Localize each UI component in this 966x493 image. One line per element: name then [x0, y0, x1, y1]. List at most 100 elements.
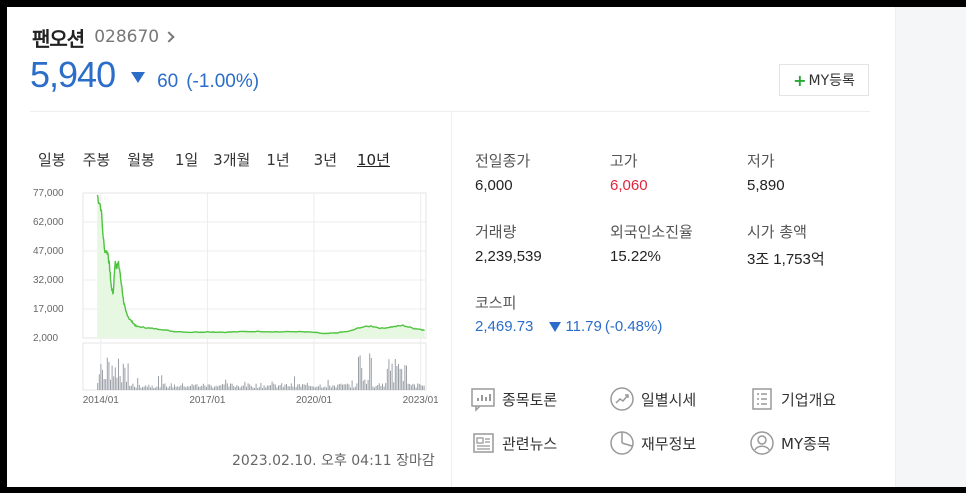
link-label: 재무정보: [641, 434, 697, 453]
volume-bar: [278, 385, 279, 390]
volume-bar: [305, 385, 307, 390]
tab-period-0[interactable]: 일봉: [38, 151, 66, 169]
volume-bar: [225, 379, 227, 390]
volume-bar: [142, 387, 143, 390]
volume-bar: [418, 383, 420, 390]
stat-kospi[interactable]: 코스피: [475, 292, 605, 313]
volume-bar: [233, 386, 235, 390]
trend-circle-icon: [610, 387, 634, 411]
volume-bar: [310, 386, 311, 390]
volume-bar: [210, 385, 212, 390]
volume-bar: [284, 384, 286, 390]
volume-bar: [106, 357, 108, 390]
volume-bar: [359, 355, 361, 390]
stock-title-row[interactable]: 팬오션 028670: [32, 24, 175, 51]
volume-bar: [159, 387, 161, 390]
volume-bar: [388, 359, 390, 390]
volume-bar: [417, 383, 419, 390]
tab-period-1[interactable]: 주봉: [82, 151, 111, 169]
volume-bar: [217, 386, 219, 390]
volume-bar: [146, 386, 148, 390]
chart-x-ticks: 2014/01 2017/01 2020/01 2023/01: [83, 395, 438, 406]
volume-bar: [154, 387, 156, 390]
current-price: 5,940: [30, 54, 116, 95]
link-daily-price[interactable]: 일별시세: [609, 386, 696, 412]
volume-bar: [145, 385, 147, 390]
volume-bar: [420, 384, 422, 390]
volume-bar: [396, 366, 398, 390]
volume-bar: [327, 379, 329, 390]
volume-bar: [130, 385, 132, 390]
volume-bar: [182, 383, 183, 390]
volume-bar: [199, 386, 201, 390]
chevron-right-icon[interactable]: [163, 31, 175, 43]
volume-bar: [153, 388, 155, 390]
tab-period-7[interactable]: 10년: [357, 151, 390, 169]
my-register-button[interactable]: + MY등록: [779, 64, 869, 96]
link-company-overview[interactable]: 기업개요: [749, 386, 836, 412]
stat-market-cap: 시가 총액 3조 1,753억: [747, 221, 877, 269]
volume-bar: [271, 381, 273, 390]
volume-bar: [249, 384, 251, 390]
down-arrow-icon: [549, 321, 562, 332]
volume-bar: [265, 387, 267, 390]
y-tick-label: 62,000: [33, 217, 64, 228]
volume-bar: [238, 386, 239, 390]
volume-bar: [318, 386, 319, 390]
link-label: MY종목: [781, 434, 831, 453]
volume-bar: [206, 386, 207, 390]
volume-bar: [114, 367, 116, 390]
stat-label: 외국인소진율: [610, 223, 693, 241]
volume-bar: [404, 365, 406, 390]
volume-border: [82, 342, 427, 391]
stat-value: 15.22%: [610, 248, 661, 265]
price-row: 5,940 60 (-1.00%): [30, 54, 259, 96]
volume-bar: [183, 386, 185, 390]
volume-bar: [126, 381, 127, 390]
my-register-label: MY등록: [808, 73, 855, 89]
volume-bar: [401, 369, 403, 390]
volume-bar: [143, 386, 145, 390]
volume-bar: [298, 383, 300, 390]
volume-bar: [380, 386, 382, 390]
volume-bar: [391, 363, 393, 390]
kospi-value-row[interactable]: 2,469.73 11.79 (-0.48%): [475, 318, 662, 335]
volume-bar: [198, 386, 199, 390]
volume-bar: [129, 385, 131, 390]
volume-bar: [151, 385, 153, 390]
link-label: 관련뉴스: [502, 434, 558, 453]
link-my-stocks[interactable]: MY종목: [749, 430, 831, 456]
volume-bar: [158, 375, 159, 390]
chart-grid: [82, 192, 427, 391]
volume-bar: [196, 384, 198, 390]
link-financials[interactable]: 재무정보: [609, 430, 696, 456]
market-close-timestamp: 2023.02.10. 오후 04:11 장마감: [232, 453, 435, 469]
volume-bar: [230, 383, 231, 390]
tab-period-5[interactable]: 1년: [266, 151, 290, 169]
volume-bar: [218, 385, 220, 390]
link-news[interactable]: 관련뉴스: [470, 430, 557, 456]
volume-bar: [423, 385, 425, 390]
volume-bar: [191, 383, 193, 390]
volume-bar: [148, 384, 150, 390]
link-discussion[interactable]: 종목토론: [470, 386, 557, 412]
volume-bar: [279, 385, 281, 390]
tab-period-3[interactable]: 1일: [174, 151, 199, 169]
volume-bar: [257, 388, 259, 390]
volume-bar: [226, 383, 228, 390]
price-change-pct: (-1.00%): [186, 71, 260, 92]
tab-period-6[interactable]: 3년: [313, 151, 338, 169]
volume-bar: [266, 385, 268, 390]
volume-bar: [214, 386, 215, 390]
volume-bar: [398, 363, 399, 390]
volume-bar: [174, 384, 175, 390]
tab-period-4[interactable]: 3개월: [213, 151, 251, 169]
volume-bar: [410, 385, 412, 390]
stock-name[interactable]: 팬오션: [32, 26, 85, 51]
tab-period-2[interactable]: 월봉: [127, 151, 155, 169]
user-circle-icon: [750, 431, 774, 455]
stock-code[interactable]: 028670: [94, 27, 160, 47]
volume-bar: [322, 387, 324, 390]
volume-bar: [190, 385, 191, 390]
volume-bar: [134, 386, 135, 390]
